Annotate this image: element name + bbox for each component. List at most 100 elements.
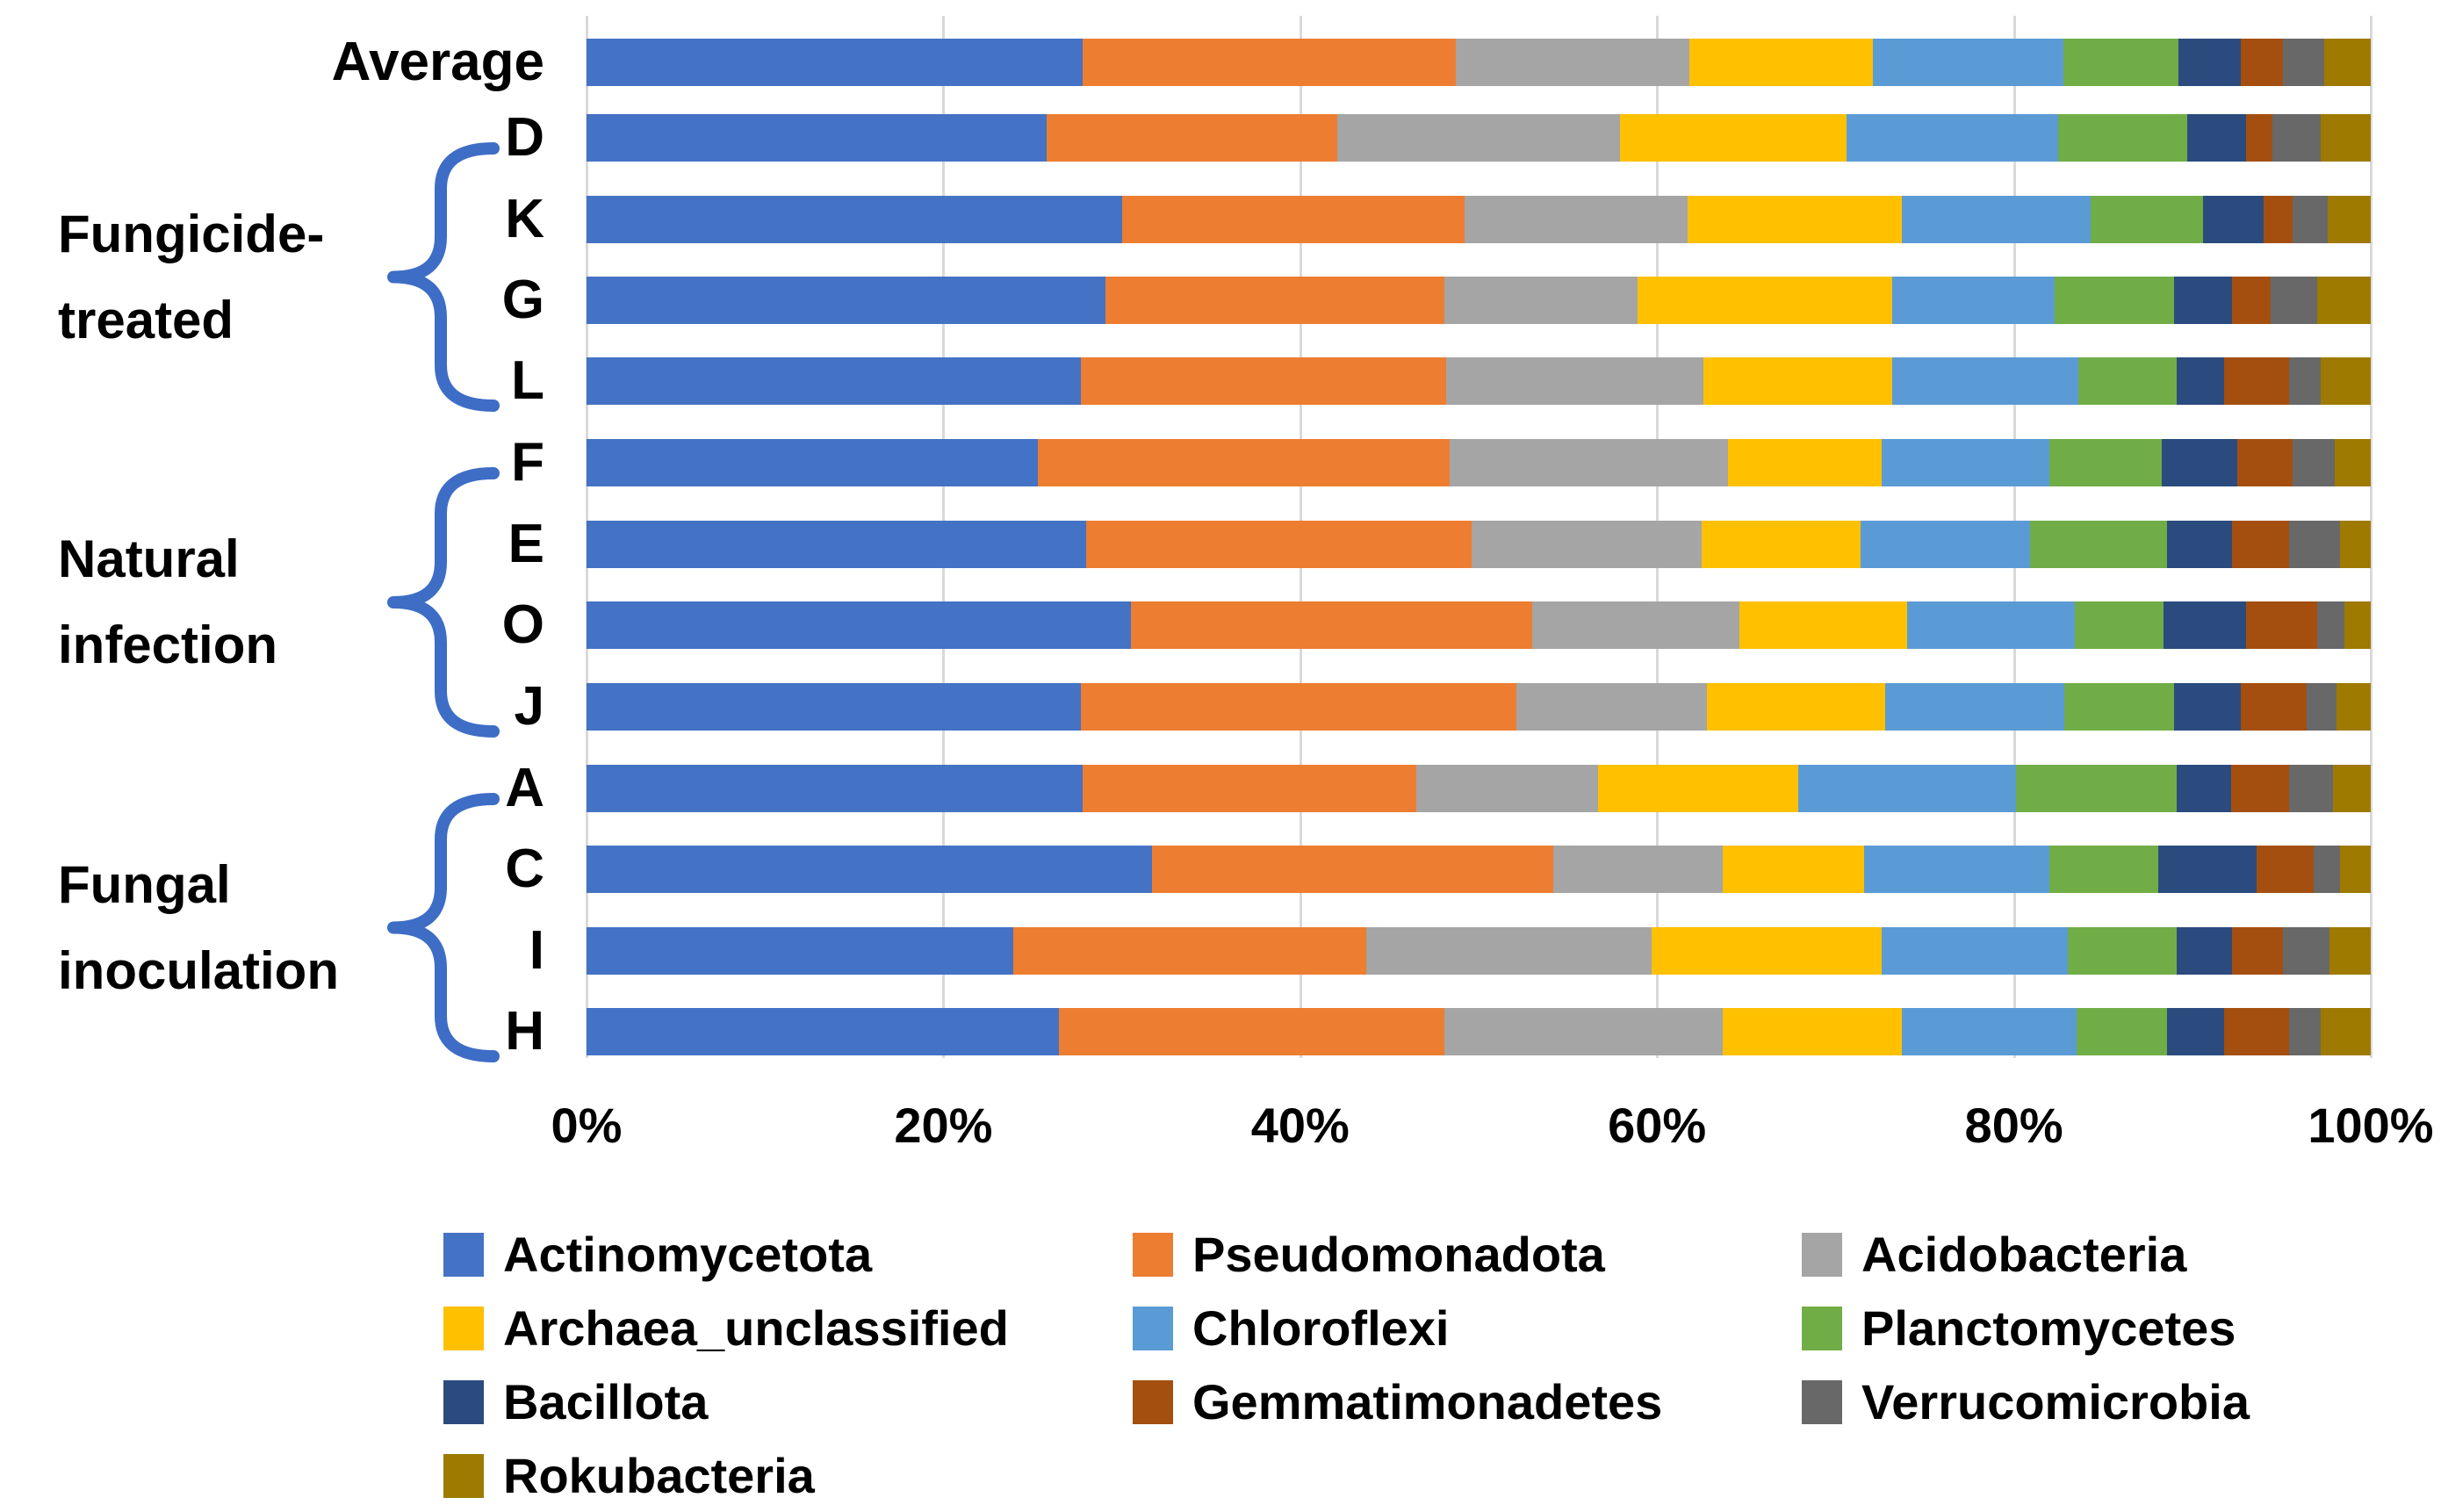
bar-segment-Bacillota xyxy=(2174,683,2241,731)
bar-segment-Planctomycetes xyxy=(2076,1008,2168,1055)
bar-segment-Rokubacteria xyxy=(2335,439,2371,486)
x-axis-tick-80%: 80% xyxy=(1964,1098,2063,1153)
bar-segment-Planctomycetes xyxy=(2077,357,2177,405)
bar-segment-Actinomycetota xyxy=(587,357,1081,405)
bar-segment-Rokubacteria xyxy=(2329,927,2371,975)
bar-segment-Actinomycetota xyxy=(587,601,1131,649)
bar-segment-Planctomycetes xyxy=(2058,114,2187,162)
bar-segment-Planctomycetes xyxy=(2055,277,2175,324)
group-label-natural: Natural infection xyxy=(58,516,409,688)
bar-segment-Bacillota xyxy=(2164,601,2246,649)
bar-segment-Archaea_unclassified xyxy=(1687,196,1902,243)
legend-label-Archaea_unclassified: Archaea_unclassified xyxy=(503,1300,1009,1356)
bar-segment-Rokubacteria xyxy=(2344,601,2372,649)
bar-segment-Chloroflexi xyxy=(1882,927,2068,975)
bar-segment-Bacillota xyxy=(2158,846,2257,893)
bar-segment-Archaea_unclassified xyxy=(1739,601,1907,649)
bar-segment-Pseudomonadota xyxy=(1059,1008,1445,1055)
bar-row-A xyxy=(587,765,2371,812)
bar-segment-Planctomycetes xyxy=(2049,439,2163,486)
bar-segment-Verrucomicrobia xyxy=(2317,601,2344,649)
bar-segment-Acidobacteria xyxy=(1444,277,1638,324)
bar-segment-Verrucomicrobia xyxy=(2306,683,2337,731)
bar-segment-Actinomycetota xyxy=(587,439,1039,486)
x-axis-tick-100%: 100% xyxy=(2308,1098,2434,1153)
bar-segment-Acidobacteria xyxy=(1444,1008,1724,1055)
bar-segment-Gemmatimonadetes xyxy=(2236,439,2293,486)
bar-segment-Archaea_unclassified xyxy=(1619,114,1847,162)
legend-label-Gemmatimonadetes: Gemmatimonadetes xyxy=(1192,1374,1663,1429)
legend-swatch-Planctomycetes xyxy=(1802,1307,1842,1350)
bar-segment-Gemmatimonadetes xyxy=(2224,357,2289,405)
legend-label-Chloroflexi: Chloroflexi xyxy=(1192,1300,1450,1356)
bar-segment-Chloroflexi xyxy=(1873,39,2064,86)
bar-segment-Acidobacteria xyxy=(1531,601,1739,649)
bar-row-Average xyxy=(587,39,2371,86)
bar-segment-Actinomycetota xyxy=(587,521,1086,568)
bar-segment-Chloroflexi xyxy=(1901,196,2091,243)
legend-swatch-Gemmatimonadetes xyxy=(1133,1380,1173,1424)
bar-segment-Acidobacteria xyxy=(1455,39,1689,86)
legend-swatch-Archaea_unclassified xyxy=(443,1307,484,1350)
row-label-F: F xyxy=(511,432,544,493)
bar-segment-Rokubacteria xyxy=(2321,1008,2371,1055)
bar-segment-Gemmatimonadetes xyxy=(2231,927,2284,975)
bar-segment-Acidobacteria xyxy=(1464,196,1688,243)
bar-segment-Verrucomicrobia xyxy=(2288,765,2334,812)
bar-segment-Planctomycetes xyxy=(2063,683,2175,731)
bar-segment-Archaea_unclassified xyxy=(1703,357,1893,405)
bar-segment-Gemmatimonadetes xyxy=(2245,114,2273,162)
group-label-line: infection xyxy=(58,616,277,674)
legend-label-Bacillota: Bacillota xyxy=(503,1374,709,1429)
bar-row-J xyxy=(587,683,2372,731)
bar-segment-Verrucomicrobia xyxy=(2314,846,2341,893)
bar-segment-Pseudomonadota xyxy=(1130,601,1532,649)
bar-segment-Archaea_unclassified xyxy=(1688,39,1874,86)
legend-swatch-Pseudomonadota xyxy=(1133,1233,1173,1277)
bar-row-E xyxy=(587,521,2371,568)
bar-segment-Bacillota xyxy=(2178,39,2241,86)
bar-segment-Actinomycetota xyxy=(587,277,1106,324)
row-label-J: J xyxy=(514,676,544,737)
bar-segment-Archaea_unclassified xyxy=(1701,521,1861,568)
bar-segment-Chloroflexi xyxy=(1892,357,2078,405)
bar-segment-Acidobacteria xyxy=(1450,439,1729,486)
bar-segment-Acidobacteria xyxy=(1471,521,1702,568)
bar-segment-Pseudomonadota xyxy=(1012,927,1366,975)
bar-segment-Bacillota xyxy=(2167,1008,2225,1055)
bar-row-O xyxy=(587,601,2372,649)
bar-segment-Chloroflexi xyxy=(1797,765,2016,812)
bar-segment-Verrucomicrobia xyxy=(2288,521,2341,568)
bar-segment-Chloroflexi xyxy=(1860,521,2030,568)
row-label-L: L xyxy=(511,350,544,411)
bar-segment-Acidobacteria xyxy=(1365,927,1652,975)
bar-row-F xyxy=(587,439,2371,486)
bar-segment-Verrucomicrobia xyxy=(2271,277,2318,324)
bar-segment-Planctomycetes xyxy=(2090,196,2203,243)
bar-row-D xyxy=(587,114,2371,162)
bar-segment-Gemmatimonadetes xyxy=(2231,521,2289,568)
group-label-line: Fungal xyxy=(58,854,231,914)
bar-segment-Pseudomonadota xyxy=(1047,114,1338,162)
bar-segment-Bacillota xyxy=(2167,521,2232,568)
bar-segment-Acidobacteria xyxy=(1516,683,1708,731)
bar-segment-Bacillota xyxy=(2176,927,2232,975)
bar-segment-Archaea_unclassified xyxy=(1707,683,1886,731)
bar-segment-Rokubacteria xyxy=(2340,521,2371,568)
bar-segment-Archaea_unclassified xyxy=(1723,1008,1902,1055)
bar-segment-Pseudomonadota xyxy=(1121,196,1465,243)
bar-segment-Gemmatimonadetes xyxy=(2264,196,2293,243)
bar-segment-Planctomycetes xyxy=(2074,601,2164,649)
bar-segment-Rokubacteria xyxy=(2321,114,2371,162)
group-label-fungicide: Fungicide-treated xyxy=(58,191,409,364)
bar-segment-Actinomycetota xyxy=(587,1008,1060,1055)
bar-segment-Pseudomonadota xyxy=(1082,765,1416,812)
brace-natural-infection xyxy=(387,467,500,738)
row-label-H: H xyxy=(505,1001,544,1062)
bar-row-G xyxy=(587,277,2371,324)
bar-segment-Gemmatimonadetes xyxy=(2231,765,2289,812)
x-axis-tick-0%: 0% xyxy=(551,1098,623,1153)
bar-segment-Acidobacteria xyxy=(1553,846,1724,893)
